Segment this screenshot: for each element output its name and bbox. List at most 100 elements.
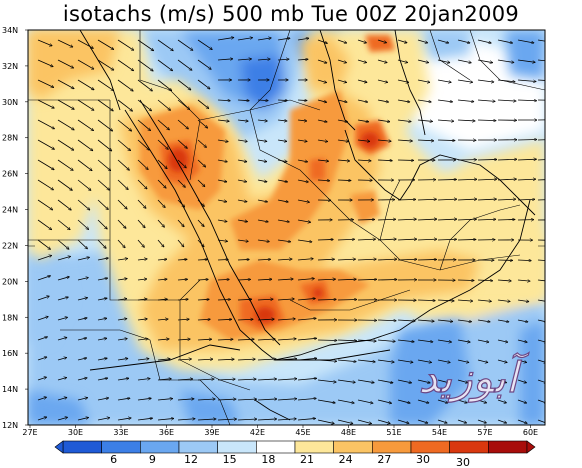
wind-arrow [97,139,112,151]
wind-arrow [257,299,273,300]
lon-label: 42E [250,428,265,437]
wind-arrow [237,179,247,182]
wind-arrow [57,159,73,170]
wind-arrow [417,300,435,301]
wind-arrow [197,159,206,167]
wind-arrow [97,79,114,91]
wind-arrow [337,419,353,424]
wind-arrow [417,320,434,321]
wind-arrow [277,299,294,300]
lat-label: 32N [2,62,18,71]
wind-arrow [377,140,391,141]
wind-arrow [77,139,93,151]
wind-arrow [157,399,173,400]
wind-arrow [37,99,54,108]
wind-arrow [157,359,170,360]
wind-arrow [477,280,493,281]
wind-arrow [177,419,195,420]
wind-arrow [377,279,397,280]
wind-arrow [497,59,514,63]
wind-arrow [537,59,545,62]
lat-label: 16N [2,349,18,358]
colorbar-label: 9 [149,453,156,466]
wind-arrow [57,199,71,210]
wind-arrow [397,239,417,240]
wind-arrow [117,179,128,190]
colorbar-label: 15 [223,453,237,466]
wind-arrow [477,59,493,63]
wind-arrow [297,378,317,381]
wind-arrow [137,259,147,260]
wind-arrow [177,99,190,110]
wind-arrow [77,277,88,281]
wind-arrow [317,259,335,260]
wind-arrow [317,140,328,142]
wind-arrow [477,100,495,101]
wind-arrow [317,239,333,240]
wind-arrow [397,199,416,200]
wind-arrow [57,119,74,130]
wind-arrow [257,339,275,340]
wind-arrow [257,140,267,141]
wind-arrow [317,419,334,424]
wind-arrow [537,139,545,141]
wind-arrow [137,219,145,228]
wind-arrow [417,259,437,260]
wind-arrow [477,39,491,43]
wind-arrow [317,279,336,280]
wind-arrow [337,99,347,102]
wind-arrow [97,99,113,111]
wind-arrow [457,339,470,342]
wind-arrow [517,100,537,101]
wind-arrow [237,140,247,142]
wind-arrow [337,140,349,142]
wind-arrow [357,340,376,341]
wind-arrow [217,240,228,241]
wind-arrow [397,359,413,362]
wind-arrow [97,199,108,210]
wind-arrow [277,239,291,242]
wind-arrow [357,259,376,260]
wind-arrow [377,359,394,362]
wind-arrow [77,99,94,110]
wind-arrow [217,140,228,142]
wind-arrow [237,59,252,60]
wind-arrow [337,359,356,362]
lon-label: 39E [204,428,219,437]
political-borders [28,30,545,425]
wind-arrow [217,299,231,300]
wind-arrow [477,79,494,82]
wind-arrow [277,259,292,260]
wind-arrow [337,180,351,181]
wind-arrow [97,418,110,421]
wind-arrow [497,100,516,101]
map-title: isotachs (m/s) 500 mb Tue 00Z 20jan2009 [62,2,520,26]
wind-arrow [197,219,204,227]
wind-arrow [497,79,515,82]
wind-arrow [277,179,288,182]
wind-arrow [397,320,415,321]
wind-arrow [37,179,54,190]
lon-label: 54E [432,428,447,437]
wind-arrow [257,319,274,320]
wind-arrow [537,279,545,282]
wind-arrow [117,339,127,340]
lat-label: 20N [2,277,18,286]
wind-arrow [117,59,134,71]
wind-arrow [417,140,434,141]
wind-arrow [57,417,68,421]
wind-arrow [77,239,88,249]
wind-arrow [37,39,52,46]
wind-arrow [537,199,545,201]
wind-arrow [297,279,314,281]
wind-arrow [257,160,267,162]
wind-arrow [57,317,68,321]
wind-arrow [237,339,254,340]
wind-arrow [417,219,437,220]
wind-vectors [37,37,545,424]
wind-arrow [117,418,131,421]
wind-arrow [117,219,126,228]
wind-arrow [537,399,545,403]
wind-arrow [117,299,127,300]
